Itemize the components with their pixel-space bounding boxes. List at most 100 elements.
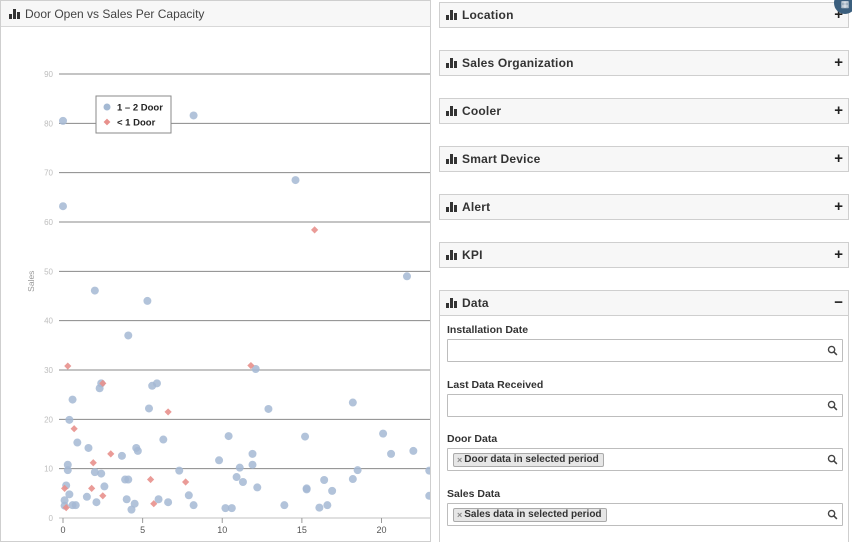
data-point-1-2-door[interactable] [215,456,224,465]
door-data-field[interactable]: × Door data in selected period [447,448,843,471]
sales-data-field[interactable]: × Sales data in selected period [447,503,843,526]
data-point-1-2-door[interactable] [409,446,418,455]
data-point-1-2-door[interactable] [248,460,257,469]
data-point-1-2-door[interactable] [348,398,357,407]
data-point-1-2-door[interactable] [65,415,74,424]
expand-icon[interactable]: + [834,198,843,215]
data-point-1-2-door[interactable] [184,491,193,500]
data-point-1-2-door[interactable] [248,449,257,458]
data-point-1-2-door[interactable] [264,404,273,413]
search-icon[interactable] [827,509,838,520]
data-point-1-2-door[interactable] [143,296,152,305]
data-point-1-2-door[interactable] [320,476,329,485]
data-point-1-2-door[interactable] [353,466,362,475]
data-point-lt-1-door[interactable] [60,484,69,492]
legend[interactable]: 1 – 2 Door < 1 Door [95,95,172,134]
data-point-1-2-door[interactable] [224,432,233,441]
data-point-lt-1-door[interactable] [99,379,107,387]
last-data-received-field[interactable] [447,394,843,417]
data-point-1-2-door[interactable] [122,495,131,504]
data-point-1-2-door[interactable] [100,482,109,491]
data-point-1-2-door[interactable] [130,499,139,508]
data-point-1-2-door[interactable] [68,395,77,404]
data-point-1-2-door[interactable] [84,443,93,452]
data-point-1-2-door[interactable] [227,504,236,513]
data-point-1-2-door[interactable] [117,451,126,460]
filter-section-kpi[interactable]: KPI + [439,242,849,268]
expand-icon[interactable]: + [834,150,843,167]
data-point-1-2-door[interactable] [65,490,74,499]
data-point-1-2-door[interactable] [59,116,67,125]
data-point-1-2-door[interactable] [73,438,82,447]
data-point-1-2-door[interactable] [133,446,142,455]
data-point-lt-1-door[interactable] [99,492,107,500]
data-point-1-2-door[interactable] [152,379,161,388]
sales-data-chip[interactable]: × Sales data in selected period [453,508,607,522]
filter-section-cooler[interactable]: Cooler + [439,98,849,124]
data-point-lt-1-door[interactable] [70,425,78,433]
data-point-1-2-door[interactable] [387,449,396,458]
data-point-1-2-door[interactable] [348,475,357,484]
collapse-icon[interactable]: − [834,294,843,311]
data-point-lt-1-door[interactable] [146,475,155,484]
data-point-1-2-door[interactable] [221,504,230,513]
data-point-1-2-door[interactable] [253,483,262,492]
data-point-1-2-door[interactable] [291,176,300,185]
data-point-1-2-door[interactable] [59,202,67,211]
data-point-1-2-door[interactable] [280,501,289,510]
data-point-1-2-door[interactable] [124,331,133,340]
data-point-1-2-door[interactable] [189,501,198,510]
data-point-1-2-door[interactable] [328,486,337,495]
data-point-1-2-door[interactable] [63,466,72,475]
data-point-1-2-door[interactable] [127,505,136,514]
legend-label[interactable]: < 1 Door [117,118,156,129]
search-icon[interactable] [827,345,838,356]
data-point-1-2-door[interactable] [90,468,99,477]
data-point-lt-1-door[interactable] [182,478,190,486]
data-point-1-2-door[interactable] [315,503,324,512]
data-point-1-2-door[interactable] [189,111,198,120]
expand-icon[interactable]: + [834,54,843,71]
data-point-1-2-door[interactable] [71,501,80,510]
expand-icon[interactable]: + [834,102,843,119]
data-point-1-2-door[interactable] [164,498,173,507]
data-point-lt-1-door[interactable] [247,361,255,370]
chip-remove-icon[interactable]: × [457,455,463,465]
data-point-1-2-door[interactable] [232,473,241,482]
data-point-lt-1-door[interactable] [62,504,70,512]
filter-section-sales-organization[interactable]: Sales Organization + [439,50,849,76]
data-point-1-2-door[interactable] [238,477,247,486]
installation-date-field[interactable] [447,339,843,362]
data-point-lt-1-door[interactable] [164,408,172,416]
data-point-1-2-door[interactable] [301,432,310,441]
data-point-1-2-door[interactable] [323,501,332,510]
data-point-lt-1-door[interactable] [107,450,115,458]
data-point-1-2-door[interactable] [251,365,260,374]
grid-toggle-icon[interactable]: ▦ [834,0,852,14]
filter-section-alert[interactable]: Alert + [439,194,849,220]
filter-section-smart-device[interactable]: Smart Device + [439,146,849,172]
data-point-1-2-door[interactable] [97,469,106,478]
expand-icon[interactable]: + [834,246,843,263]
expand-icon[interactable]: + [834,6,843,23]
data-point-lt-1-door[interactable] [311,226,319,234]
data-point-lt-1-door[interactable] [64,362,72,370]
search-icon[interactable] [827,400,838,411]
data-point-lt-1-door[interactable] [88,484,96,492]
data-point-1-2-door[interactable] [154,495,163,504]
data-point-1-2-door[interactable] [302,484,311,493]
data-point-1-2-door[interactable] [82,492,91,501]
door-data-chip[interactable]: × Door data in selected period [453,453,604,467]
search-icon[interactable] [827,454,838,465]
data-point-1-2-door[interactable] [90,286,99,295]
data-point-1-2-door[interactable] [159,435,168,444]
data-point-1-2-door[interactable] [92,498,101,507]
data-point-1-2-door[interactable] [402,272,411,281]
data-point-1-2-door[interactable] [425,491,430,500]
data-point-1-2-door[interactable] [144,404,153,413]
legend-label[interactable]: 1 – 2 Door [117,103,163,114]
data-point-1-2-door[interactable] [235,463,244,472]
data-point-1-2-door[interactable] [379,429,388,438]
data-point-1-2-door[interactable] [124,475,133,484]
filter-section-location[interactable]: Location + [439,2,849,28]
